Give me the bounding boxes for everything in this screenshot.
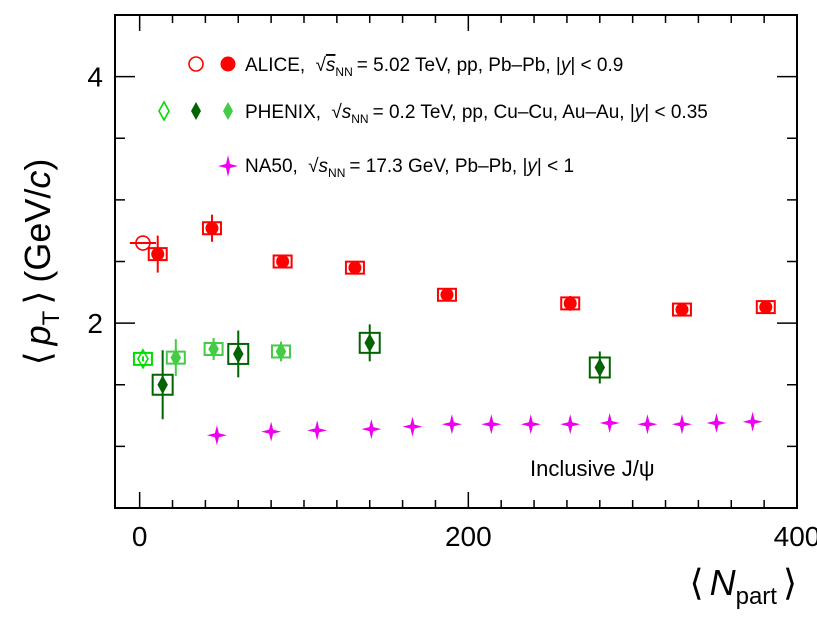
sys-box — [358, 331, 381, 354]
data-point — [157, 375, 168, 395]
data-point — [151, 247, 165, 261]
data-point — [208, 339, 219, 359]
sqrt-sign: √ — [315, 55, 326, 76]
data-point — [135, 235, 151, 251]
data-point — [706, 412, 727, 433]
legend-entry-na50: NA50, √sNN = 17.3 GeV, Pb–Pb, |y| < 1 — [218, 155, 574, 180]
data-point — [560, 414, 581, 435]
x-tick-label: 0 — [132, 521, 148, 552]
sqrt-sign: √ — [308, 156, 319, 177]
legend-text-alice: ALICE, √sNN = 5.02 TeV, pp, Pb–Pb, |y| < … — [245, 55, 623, 79]
series-phenix-cu-cu — [165, 337, 291, 377]
data-series — [129, 214, 776, 446]
legend-marker-alice-pp — [188, 56, 204, 72]
y-tick-label: 4 — [87, 62, 103, 93]
data-point — [137, 348, 149, 370]
data-point — [206, 425, 227, 446]
legend-entry-phenix: PHENIX, √sNN = 0.2 TeV, pp, Cu–Cu, Au–Au,… — [158, 100, 708, 126]
data-point — [637, 414, 658, 435]
data-point — [307, 420, 328, 441]
series-na50-pb-pb — [206, 411, 763, 446]
data-point — [742, 411, 763, 432]
series-phenix-au-au — [151, 324, 611, 420]
data-point — [402, 416, 423, 437]
annotation: Inclusive J/ψ — [530, 456, 655, 481]
data-point — [205, 221, 219, 235]
tick-labels: 0 200 400 2 4 — [87, 62, 817, 552]
axis-ticks — [115, 14, 798, 509]
sys-box — [132, 351, 153, 366]
data-point — [520, 414, 541, 435]
data-point — [675, 303, 689, 317]
series-alice-pb-pb — [147, 214, 776, 317]
data-point — [563, 296, 577, 310]
legend-text-phenix: PHENIX, √sNN = 0.2 TeV, pp, Cu–Cu, Au–Au,… — [245, 102, 708, 126]
data-point — [441, 414, 462, 435]
data-point — [348, 261, 362, 275]
data-point — [276, 255, 290, 268]
svg-text:⟨pT⟩(GeV/c): ⟨pT⟩(GeV/c) — [17, 159, 65, 366]
data-point — [440, 288, 454, 302]
data-point — [232, 344, 244, 364]
x-tick-label: 200 — [445, 521, 492, 552]
sys-box — [151, 373, 174, 396]
legend-entry-alice: ALICE, √sNN = 5.02 TeV, pp, Pb–Pb, |y| < … — [188, 55, 623, 79]
data-point — [261, 421, 282, 442]
series-phenix-pp — [132, 348, 153, 370]
legend-marker-na50 — [218, 155, 238, 177]
sys-box — [588, 356, 611, 379]
data-point — [759, 300, 773, 314]
data-point — [481, 414, 502, 435]
x-tick-label: 400 — [774, 521, 817, 552]
data-point — [361, 419, 382, 440]
data-point — [275, 341, 287, 361]
sqrt-sign: √ — [331, 102, 342, 123]
legend-marker-phenix-pp — [158, 100, 170, 122]
series-alice-pp — [129, 235, 157, 251]
y-axis-label: ⟨pT⟩(GeV/c) — [17, 159, 65, 366]
x-axis-label: ⟨ Npart ⟩ — [690, 562, 797, 610]
legend-marker-phenix-auau — [223, 102, 233, 120]
y-tick-label: 2 — [87, 308, 103, 339]
legend-marker-alice-pbpb — [220, 56, 236, 72]
data-point — [364, 333, 376, 353]
legend-text-na50: NA50, √sNN = 17.3 GeV, Pb–Pb, |y| < 1 — [245, 156, 574, 180]
legend: ALICE, √sNN = 5.02 TeV, pp, Pb–Pb, |y| < … — [158, 55, 708, 180]
data-point — [599, 412, 620, 433]
legend-marker-phenix-cucu — [191, 102, 201, 120]
data-point — [671, 414, 692, 435]
data-point — [170, 348, 182, 368]
sys-box — [227, 342, 250, 365]
data-point — [594, 357, 606, 378]
